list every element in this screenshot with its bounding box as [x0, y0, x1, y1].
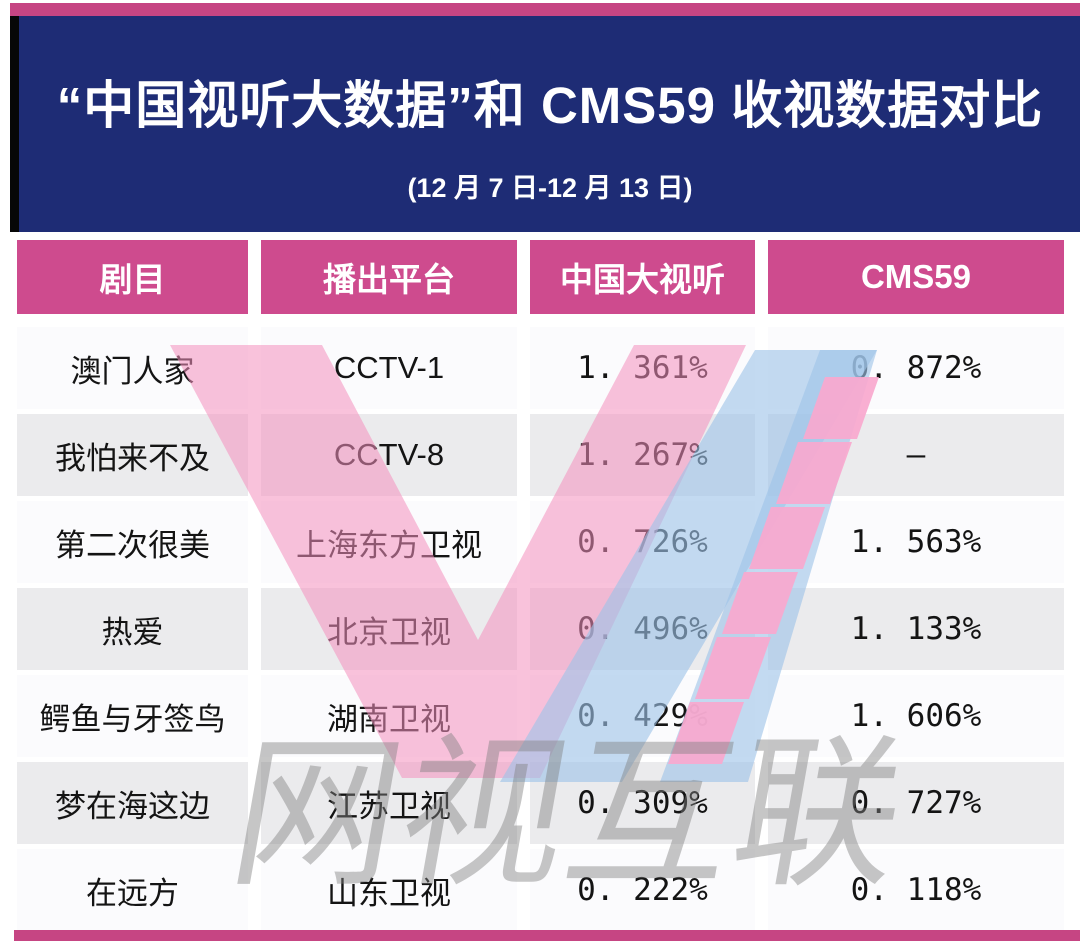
- column-header-csm-bigdata: 中国大视听: [530, 240, 755, 314]
- ratings-comparison-table: 剧目 播出平台 中国大视听 CMS59 澳门人家 CCTV-1 1. 361% 0. 872%…: [17, 240, 1066, 931]
- platform-cell: 上海东方卫视: [261, 501, 517, 583]
- cms59-cell: 0. 727%: [768, 762, 1064, 844]
- csm-bigdata-cell: 0. 309%: [530, 762, 755, 844]
- platform-cell: CCTV-1: [261, 327, 517, 409]
- csm-bigdata-cell: 0. 726%: [530, 501, 755, 583]
- platform-cell: 湖南卫视: [261, 675, 517, 757]
- drama-cell: 澳门人家: [17, 327, 248, 409]
- drama-cell: 鳄鱼与牙签鸟: [17, 675, 248, 757]
- csm-bigdata-cell: 0. 222%: [530, 849, 755, 931]
- top-accent-bar: [10, 3, 1080, 16]
- cms59-cell: 0. 872%: [768, 327, 1064, 409]
- cms59-cell: 1. 606%: [768, 675, 1064, 757]
- platform-cell: 北京卫视: [261, 588, 517, 670]
- column-header-cms59: CMS59: [768, 240, 1064, 314]
- csm-bigdata-cell: 1. 361%: [530, 327, 755, 409]
- date-range-subtitle: (12 月 7 日-12 月 13 日): [407, 173, 693, 203]
- csm-bigdata-cell: 1. 267%: [530, 414, 755, 496]
- drama-cell: 第二次很美: [17, 501, 248, 583]
- csm-bigdata-cell: 0. 496%: [530, 588, 755, 670]
- cms59-cell: –: [768, 414, 1064, 496]
- bottom-accent-bar: [14, 930, 1080, 941]
- platform-cell: 山东卫视: [261, 849, 517, 931]
- column-header-platform: 播出平台: [261, 240, 517, 314]
- cms59-cell: 1. 563%: [768, 501, 1064, 583]
- drama-cell: 我怕来不及: [17, 414, 248, 496]
- page-title: “中国视听大数据”和 CMS59 收视数据对比: [56, 77, 1044, 134]
- header-banner: “中国视听大数据”和 CMS59 收视数据对比 (12 月 7 日-12 月 1…: [10, 16, 1080, 232]
- drama-cell: 梦在海这边: [17, 762, 248, 844]
- drama-cell: 在远方: [17, 849, 248, 931]
- drama-cell: 热爱: [17, 588, 248, 670]
- cms59-cell: 0. 118%: [768, 849, 1064, 931]
- banner-left-accent: [10, 16, 19, 232]
- cms59-cell: 1. 133%: [768, 588, 1064, 670]
- platform-cell: 江苏卫视: [261, 762, 517, 844]
- platform-cell: CCTV-8: [261, 414, 517, 496]
- column-header-drama: 剧目: [17, 240, 248, 314]
- csm-bigdata-cell: 0. 429%: [530, 675, 755, 757]
